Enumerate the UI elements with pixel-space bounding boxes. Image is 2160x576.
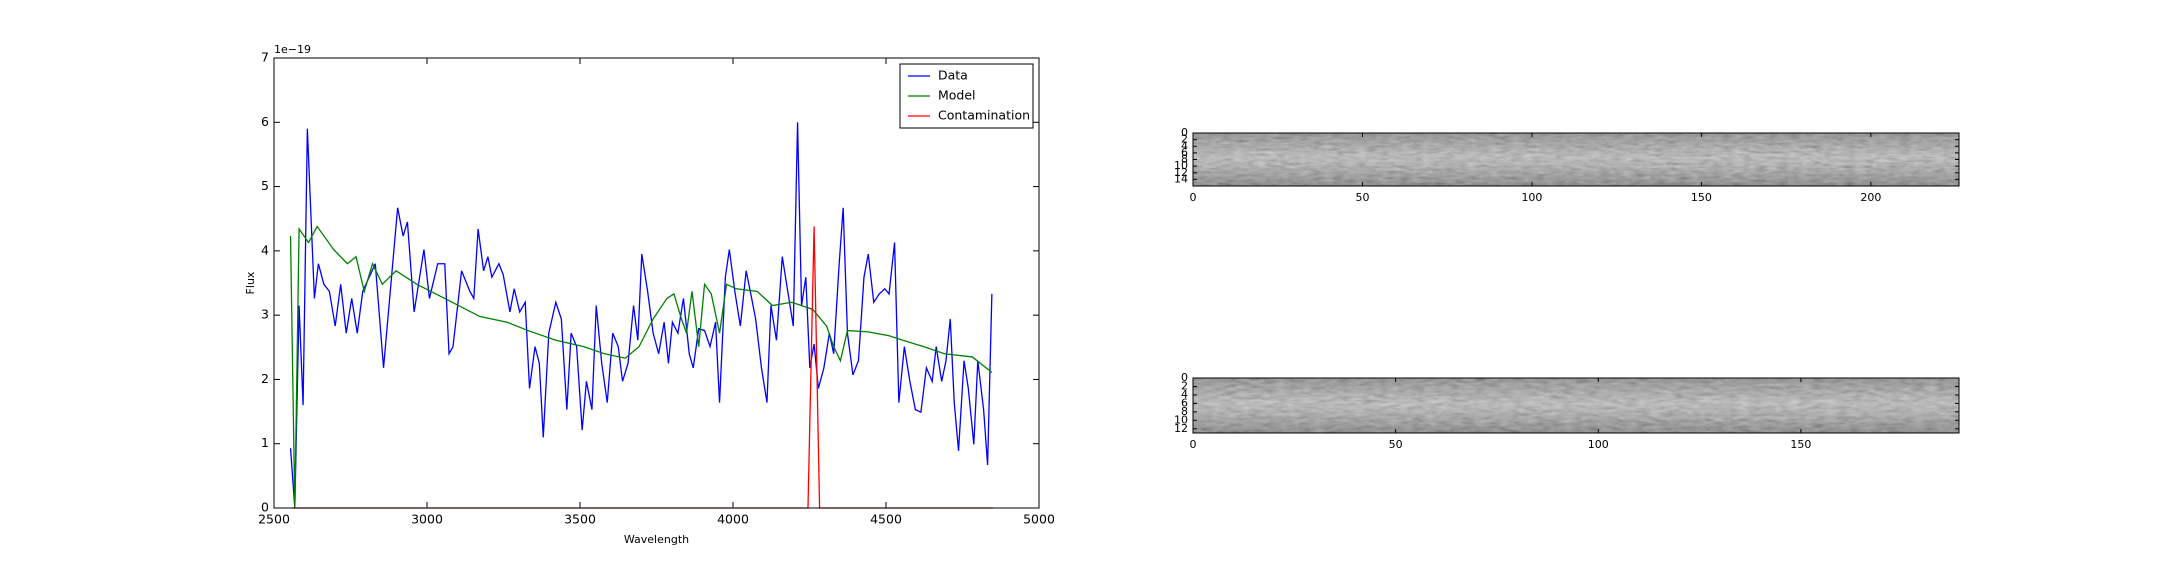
series-line	[289, 225, 993, 509]
image-noise	[1193, 378, 1959, 433]
offset-label: 1e−19	[274, 43, 311, 56]
x-tick-label: 100	[1521, 191, 1542, 204]
y-tick-label: 10	[1174, 413, 1188, 426]
x-tick-label: 200	[1860, 191, 1881, 204]
axes-frame	[273, 57, 1040, 509]
y-tick-label: 6	[261, 114, 269, 129]
y-tick-label: 0	[1181, 371, 1188, 384]
x-tick-label: 4000	[717, 512, 749, 527]
x-tick-label: 4500	[870, 512, 902, 527]
y-tick-label: 3	[261, 307, 269, 322]
y-tick-label: 6	[1181, 396, 1188, 409]
x-axis-label: Wavelength	[624, 533, 689, 546]
x-tick-label: 2500	[258, 512, 290, 527]
y-tick-label: 5	[261, 178, 269, 193]
axes-frame	[1192, 132, 1960, 187]
series-line	[289, 122, 993, 509]
y-tick-label: 6	[1181, 146, 1188, 159]
x-tick-label: 0	[1190, 438, 1197, 451]
x-tick-label: 150	[1691, 191, 1712, 204]
legend-label: Data	[938, 68, 968, 83]
x-tick-label: 150	[1790, 438, 1811, 451]
legend-label: Model	[938, 88, 976, 103]
x-tick-label: 5000	[1023, 512, 1055, 527]
x-tick-label: 3000	[411, 512, 443, 527]
y-tick-label: 1	[261, 435, 269, 450]
y-tick-label: 2	[261, 371, 269, 386]
x-tick-label: 100	[1588, 438, 1609, 451]
x-tick-label: 50	[1355, 191, 1369, 204]
y-tick-label: 2	[1181, 379, 1188, 392]
y-tick-label: 0	[261, 500, 269, 515]
x-tick-label: 3500	[564, 512, 596, 527]
series-line	[292, 226, 994, 509]
axes-frame	[1192, 377, 1960, 434]
legend-label: Contamination	[938, 108, 1030, 123]
y-tick-label: 2	[1181, 133, 1188, 146]
y-tick-label: 4	[1181, 388, 1188, 401]
y-axis-label: Flux	[244, 271, 257, 294]
x-tick-label: 50	[1389, 438, 1403, 451]
image-noise	[1193, 133, 1959, 186]
y-tick-label: 12	[1174, 166, 1188, 179]
y-tick-label: 14	[1174, 172, 1188, 185]
y-tick-label: 8	[1181, 153, 1188, 166]
y-tick-label: 10	[1174, 159, 1188, 172]
y-tick-label: 4	[1181, 139, 1188, 152]
y-tick-label: 8	[1181, 405, 1188, 418]
y-tick-label: 4	[261, 242, 269, 257]
y-tick-label: 7	[261, 50, 269, 65]
x-tick-label: 0	[1190, 191, 1197, 204]
y-tick-label: 12	[1174, 422, 1188, 435]
y-tick-label: 0	[1181, 126, 1188, 139]
